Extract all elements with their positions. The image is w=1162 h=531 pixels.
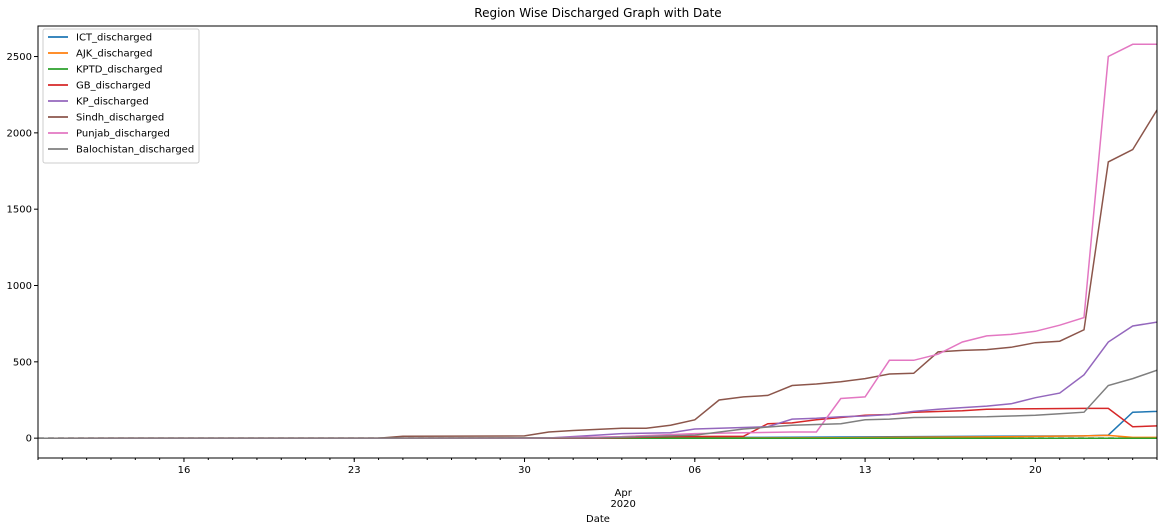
y-tick-label-0: 0	[26, 434, 32, 445]
legend-label-sindh-discharged: Sindh_discharged	[76, 113, 164, 124]
x-secondary-label-0: Apr	[615, 488, 633, 499]
x-tick-label-23: 23	[348, 465, 361, 476]
series-line-gb-discharged	[38, 407, 1157, 439]
x-tick-label-30: 30	[518, 465, 531, 476]
y-tick-label-2500: 2500	[7, 52, 32, 63]
x-tick-label-16: 16	[178, 465, 191, 476]
legend-label-kp-discharged: KP_discharged	[76, 97, 149, 108]
x-secondary-label-1: 2020	[610, 499, 635, 510]
legend-label-ajk-discharged: AJK_discharged	[76, 49, 152, 60]
y-tick-label-1500: 1500	[7, 205, 32, 216]
series-line-balochistan-discharged	[38, 369, 1157, 439]
series-line-punjab-discharged	[38, 43, 1157, 439]
y-tick-label-1000: 1000	[7, 281, 32, 292]
y-tick-label-500: 500	[13, 357, 32, 368]
x-axis-label: Date	[586, 514, 610, 525]
series-line-ict-discharged	[38, 410, 1157, 439]
legend-label-punjab-discharged: Punjab_discharged	[76, 129, 170, 140]
legend-label-kptd-discharged: KPTD_discharged	[76, 65, 162, 76]
x-tick-label-20: 20	[1029, 465, 1042, 476]
legend-label-gb-discharged: GB_discharged	[76, 81, 151, 92]
legend-label-balochistan-discharged: Balochistan_discharged	[76, 145, 194, 156]
x-tick-label-06: 06	[688, 465, 701, 476]
plot-frame	[37, 25, 1158, 459]
y-tick-label-2000: 2000	[7, 128, 32, 139]
series-layer	[38, 43, 1157, 439]
legend-label-ict-discharged: ICT_discharged	[76, 33, 152, 44]
legend-box	[42, 28, 200, 164]
x-tick-label-13: 13	[859, 465, 872, 476]
series-line-sindh-discharged	[38, 109, 1157, 439]
series-line-kp-discharged	[38, 321, 1157, 439]
legend: ICT_discharged AJK_discharged KPTD_dischar…	[42, 28, 200, 164]
chart-title: Region Wise Discharged Graph with Date	[474, 6, 721, 20]
